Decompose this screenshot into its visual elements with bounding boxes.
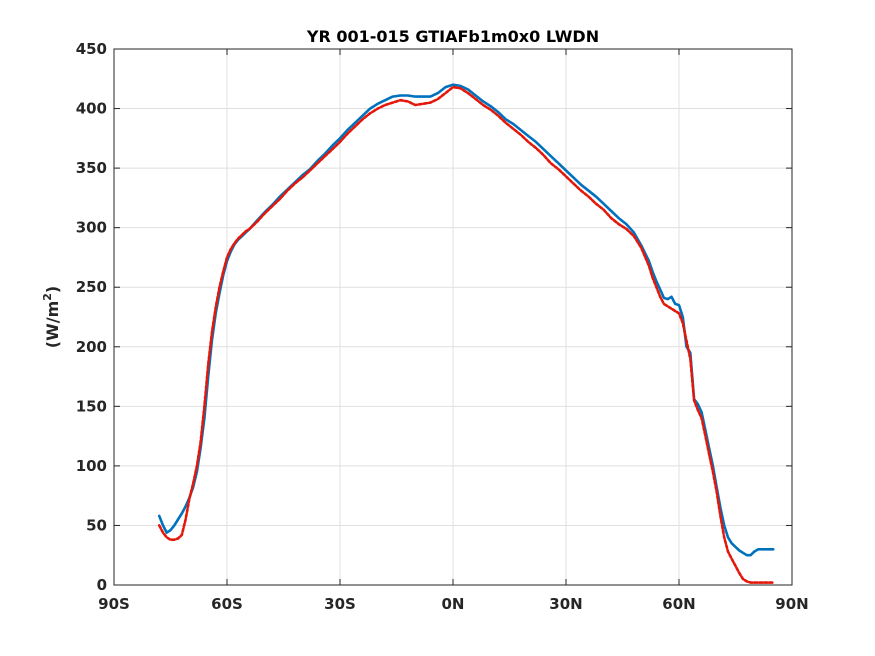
y-tick-label: 150 bbox=[76, 397, 107, 415]
chart-title: YR 001-015 GTIAFb1m0x0 LWDN bbox=[306, 27, 599, 46]
y-axis-label-close: ) bbox=[43, 286, 62, 293]
y-tick-label: 100 bbox=[76, 457, 107, 475]
x-tick-label: 90S bbox=[98, 595, 130, 613]
ticks: 90S 60S 30S 0N 30N 60N 90N 0 50 100 150 200 250 300 35… bbox=[76, 40, 809, 613]
y-tick-label: 300 bbox=[76, 219, 107, 237]
x-tick-label: 30S bbox=[324, 595, 356, 613]
x-tick-label: 60N bbox=[662, 595, 695, 613]
y-tick-label: 250 bbox=[76, 278, 107, 296]
y-axis-label: (W/m2) bbox=[41, 286, 62, 348]
y-tick-label: 200 bbox=[76, 338, 107, 356]
y-tick-label: 450 bbox=[76, 40, 107, 58]
y-axis-label-main: (W/m bbox=[43, 301, 62, 348]
y-tick-label: 50 bbox=[86, 516, 107, 534]
x-tick-label: 0N bbox=[442, 595, 465, 613]
plot-area: 90S 60S 30S 0N 30N 60N 90N 0 50 100 150 200 250 300 35… bbox=[76, 40, 809, 613]
x-tick-label: 60S bbox=[211, 595, 243, 613]
x-tick-label: 30N bbox=[549, 595, 582, 613]
y-tick-label: 0 bbox=[97, 576, 107, 594]
y-axis-label-superscript: 2 bbox=[41, 293, 54, 301]
y-tick-label: 350 bbox=[76, 159, 107, 177]
series-line-2 bbox=[157, 85, 775, 584]
series-group bbox=[157, 83, 775, 584]
y-tick-label: 400 bbox=[76, 100, 107, 118]
x-tick-label: 90N bbox=[775, 595, 808, 613]
